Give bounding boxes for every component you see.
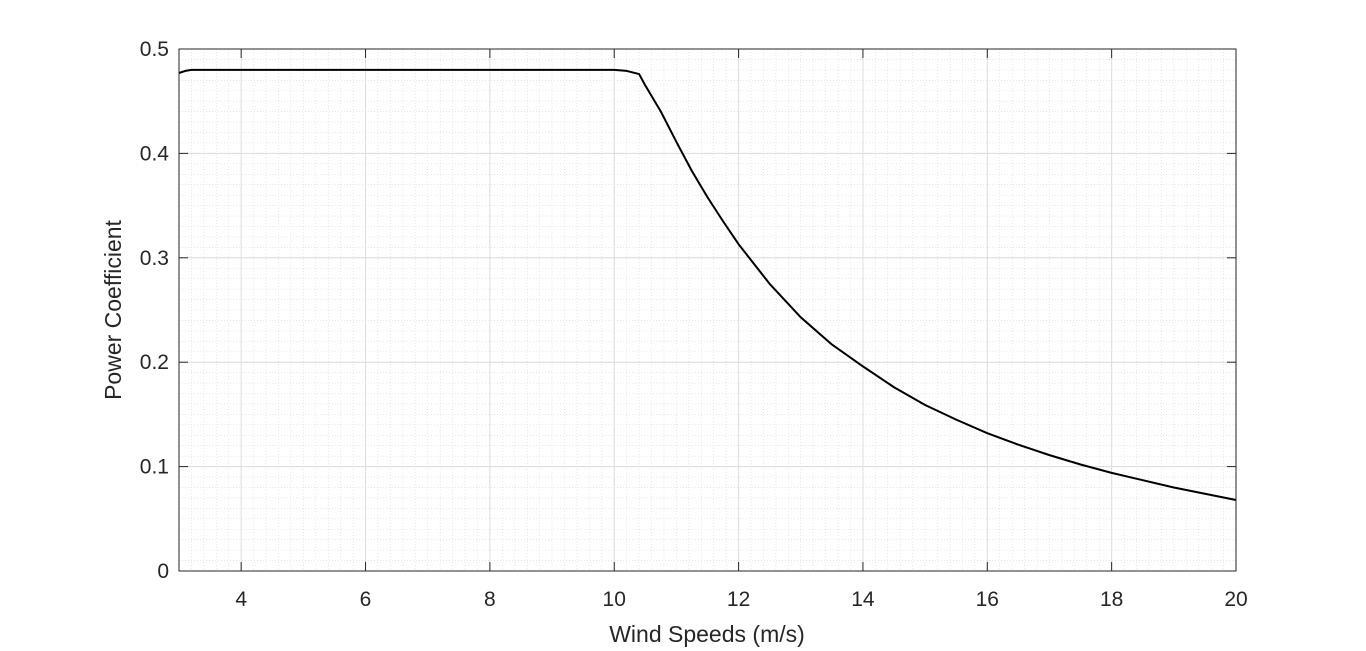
series-line (178, 68, 1237, 501)
x-tick-label: 16 (976, 588, 999, 611)
y-tick-labels: 0 0.1 0.2 0.3 0.4 0.5 (140, 38, 170, 583)
x-tick-label: 18 (1100, 588, 1123, 611)
x-tick-labels: 4 6 8 10 12 14 16 18 20 (235, 588, 1247, 611)
y-axis-label: Power Coefficient (100, 219, 126, 399)
x-tick-label: 14 (851, 588, 875, 611)
plot-line (178, 68, 1237, 501)
y-tick-label: 0.3 (140, 247, 169, 270)
axis-ticks (179, 48, 1237, 572)
x-axis-label: Wind Speeds (m/s) (609, 621, 805, 647)
x-tick-label: 10 (603, 588, 626, 611)
y-tick-label: 0 (157, 560, 169, 583)
minor-grid (178, 48, 1237, 572)
x-tick-label: 20 (1224, 588, 1247, 611)
x-tick-label: 12 (727, 588, 750, 611)
plot-box (178, 48, 1237, 572)
x-tick-label: 6 (360, 588, 372, 611)
y-tick-label: 0.4 (140, 142, 170, 165)
x-tick-label: 4 (235, 588, 247, 611)
y-tick-label: 0.1 (140, 456, 169, 479)
y-tick-label: 0.2 (140, 351, 169, 374)
x-tick-label: 8 (484, 588, 496, 611)
y-tick-label: 0.5 (140, 38, 169, 61)
